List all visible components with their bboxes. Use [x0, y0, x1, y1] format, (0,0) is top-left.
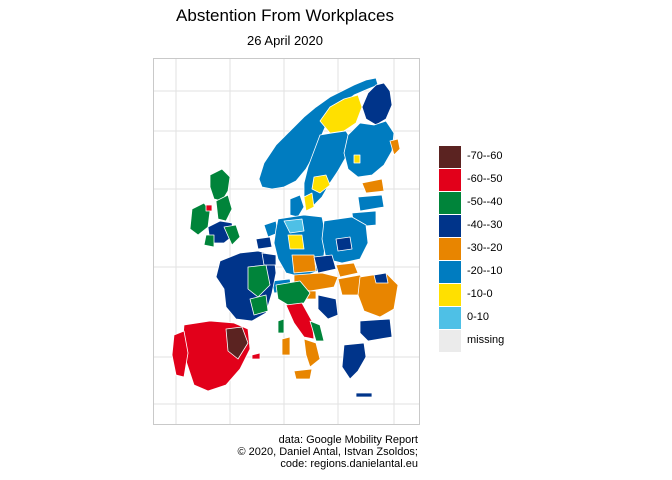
region-finland-north — [361, 82, 393, 126]
region-france-east — [247, 264, 271, 298]
region-italy-south — [303, 338, 321, 368]
region-corsica — [277, 318, 285, 334]
legend-item: -10-0 — [439, 284, 549, 307]
legend-item: -20--10 — [439, 261, 549, 284]
region-italy-adriatic — [309, 320, 325, 342]
legend-swatch — [439, 307, 461, 329]
region-finland-east — [389, 138, 401, 156]
region-latvia — [357, 194, 385, 212]
region-england-se — [223, 224, 241, 246]
legend-swatch — [439, 215, 461, 237]
legend-label: -60--50 — [467, 173, 503, 185]
legend-label: -20--10 — [467, 265, 503, 277]
region-norway — [258, 77, 379, 190]
region-spain-ne — [225, 326, 249, 360]
region-denmark — [289, 194, 305, 218]
legend-item: -30--20 — [439, 238, 549, 261]
region-sicily — [293, 368, 313, 380]
legend-label: -70--60 — [467, 150, 503, 162]
region-germany-west — [287, 234, 305, 250]
region-sweden-south — [311, 174, 331, 194]
map-subtitle: 26 April 2020 — [247, 33, 323, 48]
caption-line-3: code: regions.danielantal.eu — [280, 458, 418, 470]
legend-swatch — [439, 169, 461, 191]
region-wales — [203, 234, 215, 248]
legend-label: -30--20 — [467, 242, 503, 254]
region-balearic — [251, 352, 261, 360]
legend-item: -40--30 — [439, 215, 549, 238]
map-panel — [153, 58, 420, 425]
region-bulgaria — [359, 318, 393, 342]
legend-item: missing — [439, 330, 549, 353]
region-croatia — [317, 294, 339, 320]
region-czechia — [313, 254, 337, 274]
legend-item: -50--40 — [439, 192, 549, 215]
legend-item: -60--50 — [439, 169, 549, 192]
region-slovakia — [335, 262, 359, 278]
region-northern-ireland — [205, 204, 213, 212]
legend-label: -10-0 — [467, 288, 493, 300]
legend-label: -40--30 — [467, 219, 503, 231]
region-romania-n — [373, 272, 389, 284]
legend-label: missing — [467, 334, 505, 346]
region-finland-south — [353, 154, 361, 164]
legend-swatch — [439, 146, 461, 168]
region-sardinia — [281, 336, 291, 356]
region-italy-north — [275, 280, 311, 306]
map-caption: data: Google Mobility Report © 2020, Dan… — [237, 434, 418, 470]
region-england-north — [215, 194, 233, 222]
region-estonia — [361, 178, 385, 194]
legend-swatch — [439, 261, 461, 283]
region-romania — [357, 272, 399, 318]
legend-swatch — [439, 284, 461, 306]
legend-swatch — [439, 192, 461, 214]
region-belgium — [255, 236, 273, 250]
caption-line-1: data: Google Mobility Report — [278, 434, 418, 446]
region-france-ne — [261, 252, 277, 266]
region-finland — [343, 120, 395, 178]
caption-line-2: © 2020, Daniel Antal, Istvan Zsoldos; — [237, 446, 418, 458]
region-germany-north — [283, 218, 305, 234]
region-portugal — [171, 330, 189, 378]
legend-label: 0-10 — [467, 311, 490, 323]
region-sweden-se — [303, 192, 315, 212]
legend-item: 0-10 — [439, 307, 549, 330]
region-greece — [341, 342, 367, 380]
legend-swatch — [439, 238, 461, 260]
region-france-south — [249, 294, 269, 316]
region-italy-mid — [285, 302, 315, 340]
region-crete — [355, 392, 373, 398]
region-germany-south — [291, 254, 317, 274]
europe-map — [154, 59, 419, 424]
map-title: Abstention From Workplaces — [176, 6, 394, 25]
region-scotland — [209, 168, 231, 202]
map-legend: -70--60 -60--50 -50--40 -40--30 -30--20 -20--… — [439, 146, 549, 353]
legend-swatch — [439, 330, 461, 352]
region-poland-mid — [335, 236, 353, 252]
legend-label: -50--40 — [467, 196, 503, 208]
legend-item: -70--60 — [439, 146, 549, 169]
